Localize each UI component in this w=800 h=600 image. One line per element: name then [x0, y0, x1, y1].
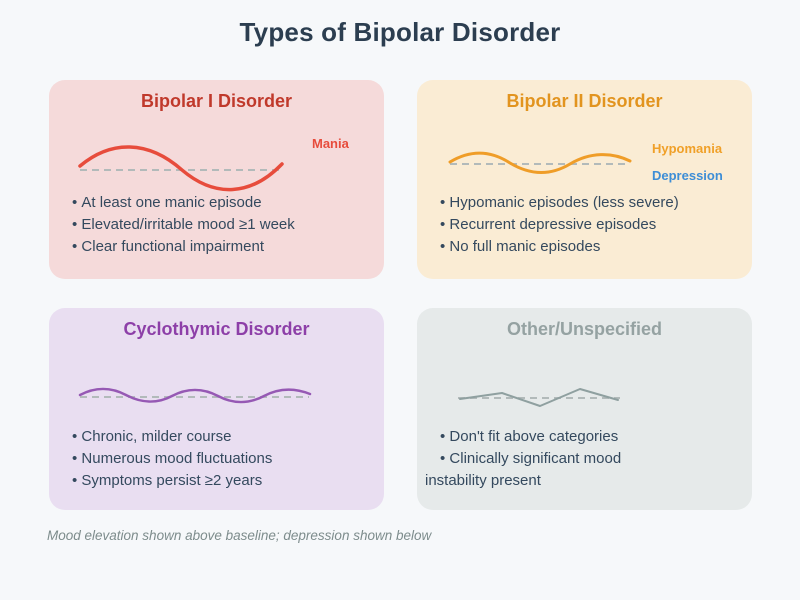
- bullet-item: No full manic episodes: [425, 236, 746, 258]
- bullet-item: At least one manic episode: [57, 192, 378, 214]
- bullet-list-cyclothymic: Chronic, milder course Numerous mood flu…: [57, 426, 378, 492]
- card-title-other: Other/Unspecified: [506, 319, 663, 339]
- card-title-bipolar-2: Bipolar II Disorder: [506, 91, 663, 111]
- mood-wave-chart-bipolar-1: [78, 145, 284, 192]
- mood-wave-chart-bipolar-2: [448, 151, 632, 174]
- card-title-bipolar-1: Bipolar I Disorder: [140, 91, 293, 111]
- mania-label: Mania: [312, 136, 349, 151]
- card-other-unspecified: Other/Unspecified Don't fit above catego…: [417, 308, 752, 510]
- cyclothymic-wave-line: [78, 387, 312, 404]
- bullet-list-bipolar-1: At least one manic episode Elevated/irri…: [57, 192, 378, 258]
- mood-wave-chart-other: [458, 388, 620, 407]
- card-title-cyclothymic: Cyclothymic Disorder: [123, 319, 310, 339]
- page-title: Types of Bipolar Disorder: [239, 17, 561, 47]
- card-bipolar-2: Bipolar II Disorder Hypomania Depression…: [417, 80, 752, 279]
- bullet-item: Recurrent depressive episodes: [425, 214, 746, 236]
- bullet-item: Numerous mood fluctuations: [57, 448, 378, 470]
- bullet-item: Don't fit above categories: [425, 426, 746, 448]
- bullet-item: Clinically significant mood: [425, 448, 746, 470]
- card-bipolar-1: Bipolar I Disorder Mania At least one ma…: [49, 80, 384, 279]
- bullet-item: Clear functional impairment: [57, 236, 378, 258]
- depression-label: Depression: [652, 168, 723, 183]
- bullet-item-wrap: instability present: [425, 472, 541, 489]
- mania-wave-line: [78, 145, 284, 192]
- bullet-item: Symptoms persist ≥2 years: [57, 470, 378, 492]
- bullet-item: Chronic, milder course: [57, 426, 378, 448]
- hypomania-wave-line: [448, 151, 632, 174]
- card-cyclothymic: Cyclothymic Disorder Chronic, milder cou…: [49, 308, 384, 510]
- bullet-list-other: Don't fit above categories Clinically si…: [425, 426, 746, 492]
- bullet-item: Hypomanic episodes (less severe): [425, 192, 746, 214]
- irregular-mood-line: [459, 388, 619, 407]
- mood-wave-chart-cyclothymic: [78, 387, 312, 404]
- bullet-item: Elevated/irritable mood ≥1 week: [57, 214, 378, 236]
- baseline-footnote: Mood elevation shown above baseline; dep…: [47, 528, 432, 543]
- bullet-list-bipolar-2: Hypomanic episodes (less severe) Recurre…: [425, 192, 746, 258]
- hypomania-label: Hypomania: [652, 141, 723, 156]
